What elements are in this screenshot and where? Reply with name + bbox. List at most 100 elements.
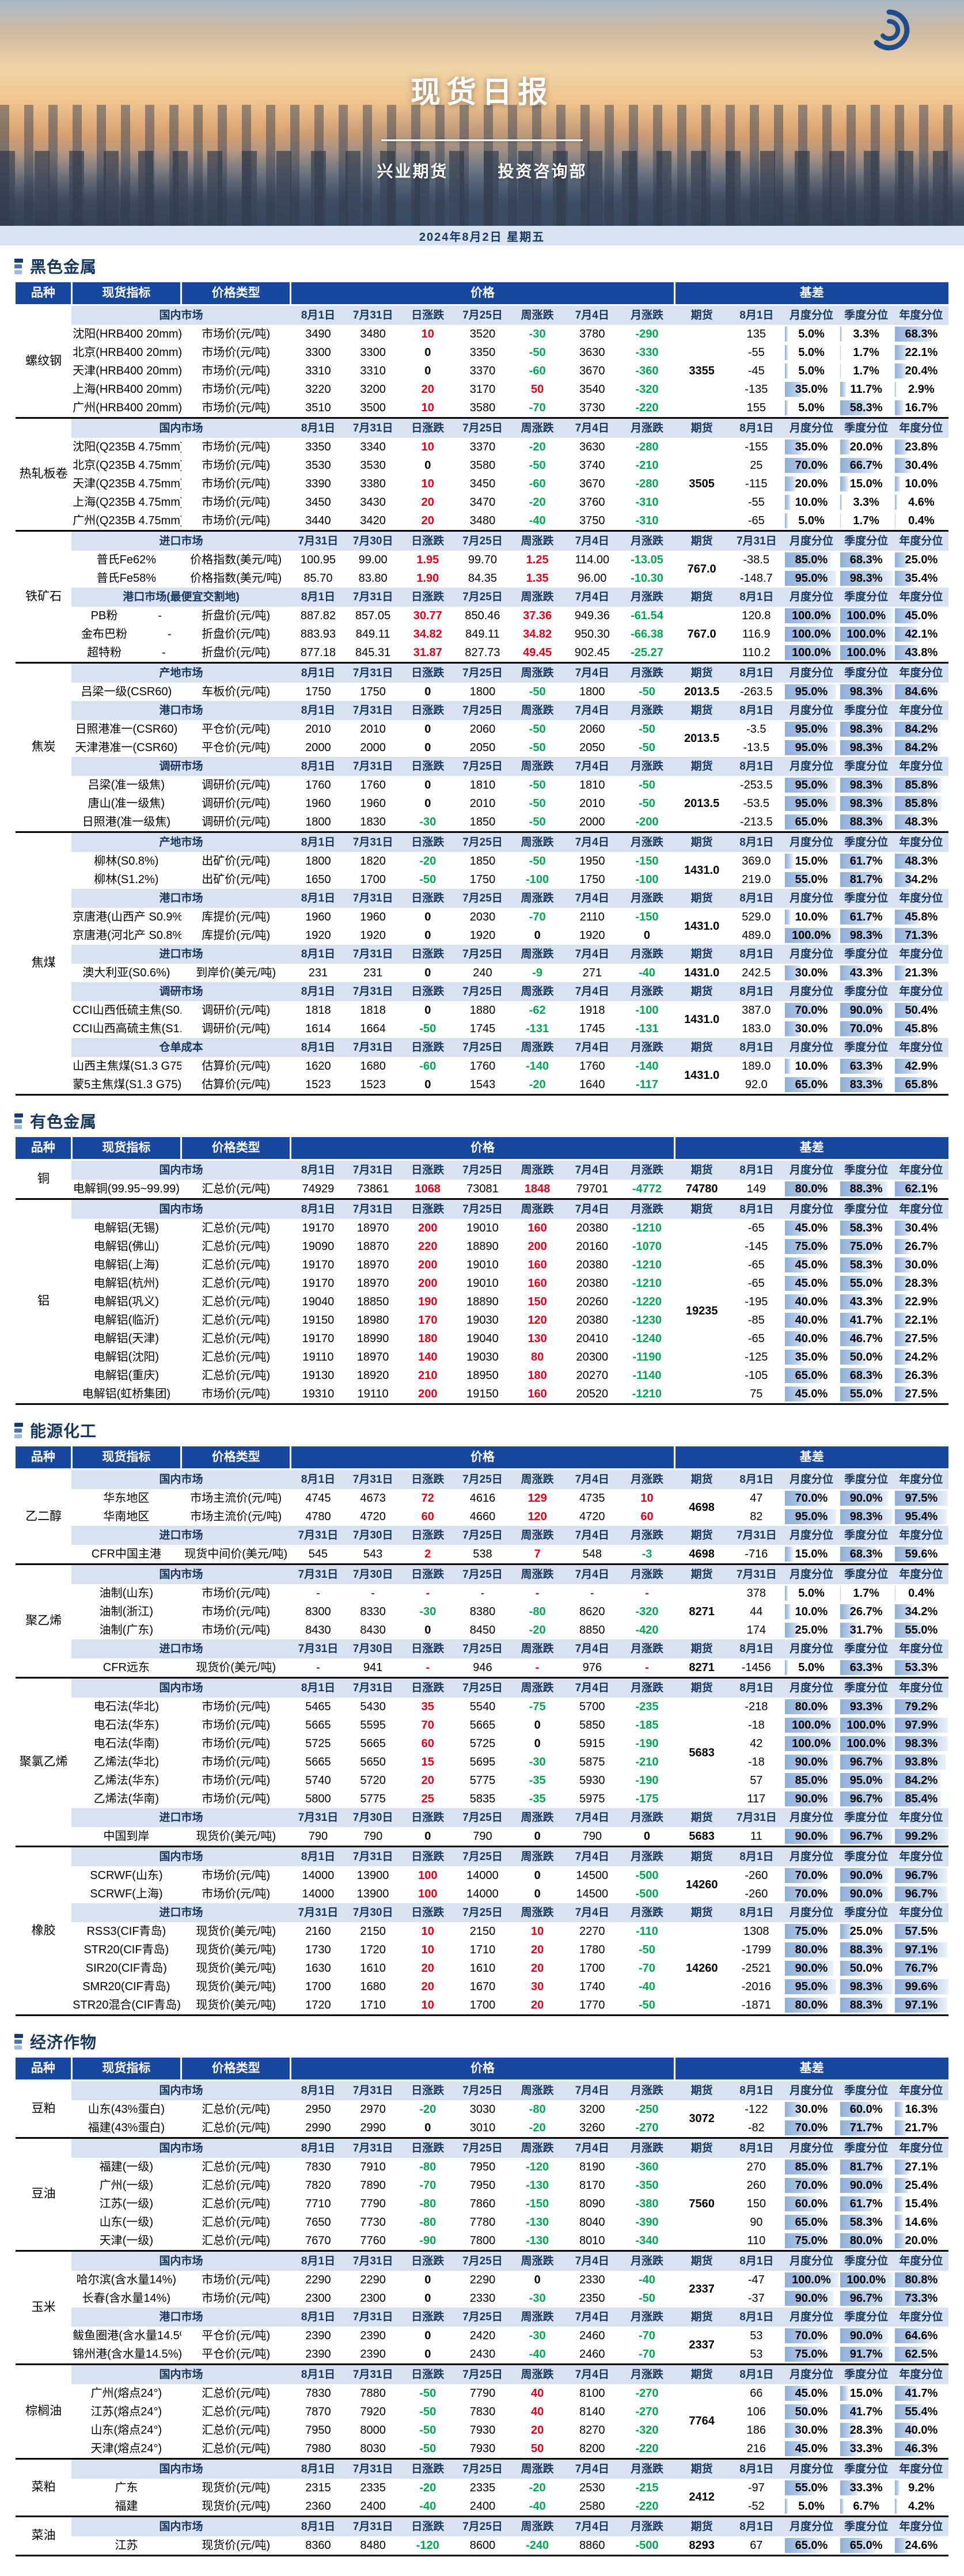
price-cell: 19150 bbox=[455, 1385, 510, 1404]
change-cell: 0 bbox=[620, 926, 674, 945]
basis-cell: 387.0 bbox=[729, 1001, 784, 1020]
date-header: 8月1日 bbox=[291, 2517, 346, 2537]
change-cell: -20 bbox=[400, 852, 455, 870]
percentile-cell: 5.0% bbox=[784, 399, 838, 418]
basis-date-header: 8月1日 bbox=[729, 2459, 784, 2479]
price-cell: 14500 bbox=[565, 1866, 620, 1885]
percentile-header: 月度分位 bbox=[784, 2459, 838, 2479]
change-cell: 1.90 bbox=[400, 569, 455, 588]
percentile-value: 48.3% bbox=[905, 855, 938, 867]
change-cell: 40 bbox=[510, 2384, 565, 2403]
price-cell: 1620 bbox=[291, 1057, 346, 1075]
percentile-value: 45.8% bbox=[905, 911, 938, 923]
percentile-value: 98.3% bbox=[905, 1737, 938, 1750]
percentile-value: 26.7% bbox=[850, 1605, 883, 1618]
date-header: 月涨跌 bbox=[620, 1160, 674, 1180]
price-type-cell: 市场价(元/吨) bbox=[181, 438, 291, 456]
price-cell: 2290 bbox=[455, 2271, 510, 2289]
change-cell: - bbox=[510, 1658, 565, 1678]
futures-price-cell: 1431.0 bbox=[674, 1001, 729, 1038]
percentile-value: 73.3% bbox=[905, 2292, 938, 2305]
percentile-value: 85.0% bbox=[795, 554, 828, 566]
date-header: 周涨跌 bbox=[510, 1903, 565, 1922]
date-header: 7月25日 bbox=[455, 2517, 510, 2537]
percentile-cell: 10.0% bbox=[894, 475, 948, 493]
indicator-cell: 福建(一级) bbox=[71, 2158, 181, 2176]
price-type-cell: 汇总价(元/吨) bbox=[181, 2232, 291, 2251]
date-header: 7月4日 bbox=[565, 2308, 620, 2327]
percentile-bar bbox=[785, 513, 788, 528]
change-cell: 200 bbox=[400, 1219, 455, 1237]
change-cell: -70 bbox=[510, 399, 565, 418]
date-header: 周涨跌 bbox=[510, 982, 565, 1001]
price-cell: 99.70 bbox=[455, 551, 510, 569]
price-cell: 1800 bbox=[291, 813, 346, 832]
basis-cell: 90 bbox=[729, 2213, 784, 2232]
percentile-value: 0.4% bbox=[908, 1587, 935, 1600]
futures-header: 期货 bbox=[674, 1808, 729, 1827]
percentile-value: 43.3% bbox=[850, 1295, 883, 1308]
price-type-cell: 汇总价(元/吨) bbox=[181, 1237, 291, 1256]
indicator-cell: 电解铝(杭州) bbox=[71, 1274, 181, 1293]
change-cell: -50 bbox=[620, 738, 674, 757]
percentile-header: 年度分位 bbox=[894, 531, 948, 551]
date-header: 7月30日 bbox=[346, 1903, 400, 1922]
price-cell: 5835 bbox=[455, 1790, 510, 1808]
section-title: 能源化工 bbox=[14, 1419, 948, 1442]
date-header: 8月1日 bbox=[291, 1160, 346, 1180]
change-cell: - bbox=[510, 1584, 565, 1603]
price-cell: 3760 bbox=[565, 493, 620, 512]
percentile-header: 月度分位 bbox=[784, 1469, 838, 1490]
date-header: 日涨跌 bbox=[400, 531, 455, 551]
percentile-value: 30.0% bbox=[905, 1259, 938, 1271]
basis-date-header: 8月1日 bbox=[729, 1038, 784, 1057]
date-header: 7月31日 bbox=[346, 1160, 400, 1180]
change-cell: 220 bbox=[400, 1237, 455, 1256]
basis-cell: -55 bbox=[729, 343, 784, 362]
percentile-value: 90.0% bbox=[795, 1962, 828, 1975]
date-header: 月涨跌 bbox=[620, 1847, 674, 1867]
basis-cell: -65 bbox=[729, 1256, 784, 1274]
percentile-value: 41.7% bbox=[850, 1314, 883, 1327]
percentile-cell: 85.0% bbox=[784, 551, 838, 569]
change-cell: -130 bbox=[510, 2176, 565, 2195]
percentile-cell: 15.0% bbox=[784, 852, 838, 870]
change-cell: -9 bbox=[510, 964, 565, 982]
change-cell: -150 bbox=[620, 852, 674, 870]
percentile-cell: 48.3% bbox=[894, 852, 948, 870]
percentile-value: 98.3% bbox=[850, 779, 883, 791]
price-cell: 74929 bbox=[291, 1180, 346, 1199]
price-cell: 7820 bbox=[291, 2176, 346, 2195]
price-cell: 7730 bbox=[346, 2213, 400, 2232]
date-header: 7月31日 bbox=[346, 1469, 400, 1490]
change-cell: -40 bbox=[510, 2345, 565, 2365]
col-header-price: 价格 bbox=[291, 2058, 674, 2081]
percentile-cell: 95.0% bbox=[784, 738, 838, 757]
percentile-header: 季度分位 bbox=[839, 2459, 894, 2479]
change-cell: -220 bbox=[620, 399, 674, 418]
change-cell: -80 bbox=[400, 2213, 455, 2232]
price-type-cell: 价格指数(美元/吨) bbox=[181, 569, 291, 588]
change-cell: -66.38 bbox=[620, 625, 674, 643]
percentile-header: 季度分位 bbox=[839, 1199, 894, 1219]
price-cell: 19040 bbox=[455, 1329, 510, 1348]
variety-label: 棕榈油 bbox=[16, 2365, 71, 2459]
percentile-value: 45.0% bbox=[795, 1388, 828, 1400]
price-cell: 3350 bbox=[455, 343, 510, 362]
change-cell: 200 bbox=[510, 1237, 565, 1256]
percentile-value: 30.0% bbox=[795, 1022, 828, 1035]
percentile-value: 26.3% bbox=[905, 1369, 938, 1382]
percentile-cell: 93.3% bbox=[839, 1698, 894, 1716]
percentile-cell: 15.0% bbox=[784, 1545, 838, 1564]
percentile-cell: 100.0% bbox=[784, 1716, 838, 1734]
price-type-cell: 平仓价(元/吨) bbox=[181, 738, 291, 757]
